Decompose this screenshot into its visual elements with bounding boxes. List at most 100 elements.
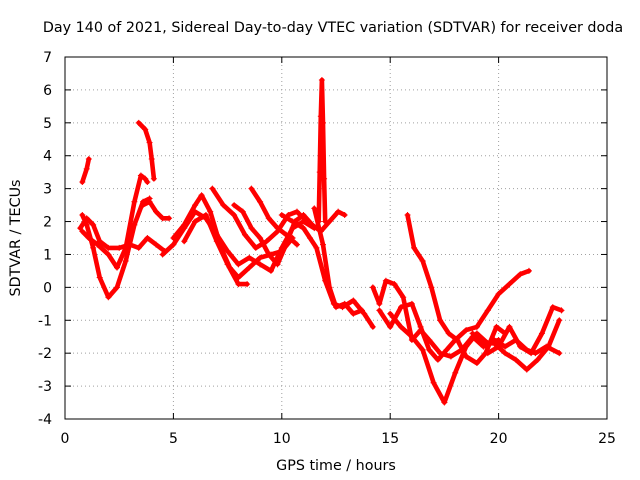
- data-point: [306, 235, 313, 241]
- data-point: [283, 241, 290, 248]
- data-point: [181, 238, 188, 245]
- data-point: [153, 241, 160, 248]
- data-point: [517, 271, 524, 278]
- data-point: [192, 218, 199, 225]
- series-arc-20: [469, 317, 563, 373]
- data-point: [502, 343, 509, 350]
- data-point: [79, 179, 86, 186]
- data-point: [257, 198, 264, 205]
- data-point: [437, 317, 444, 324]
- x-tick-label: 25: [598, 431, 616, 447]
- data-point: [517, 343, 524, 350]
- data-point: [441, 399, 448, 406]
- data-point: [495, 290, 502, 297]
- data-point: [265, 215, 272, 222]
- data-point: [170, 241, 177, 248]
- x-tick-label: 20: [490, 431, 508, 447]
- y-tick-label: 4: [43, 149, 52, 165]
- data-point: [426, 346, 433, 353]
- data-point: [350, 297, 357, 304]
- data-point: [146, 139, 153, 146]
- data-point: [484, 307, 491, 314]
- data-point: [387, 310, 394, 317]
- data-point: [85, 235, 92, 241]
- data-point: [114, 264, 121, 271]
- data-point: [293, 241, 300, 248]
- data-point: [202, 211, 209, 218]
- data-point: [473, 323, 480, 330]
- data-point: [315, 218, 322, 225]
- series-arc-6: [140, 198, 173, 222]
- series-trace: [249, 186, 300, 247]
- data-point: [493, 323, 500, 330]
- data-point: [512, 356, 519, 363]
- x-tick-labels: 0 5 10 15 20 25: [61, 431, 616, 447]
- data-point: [376, 307, 383, 314]
- data-point: [400, 294, 407, 301]
- data-point: [321, 175, 328, 182]
- chart-title: Day 140 of 2021, Sidereal Day-to-day VTE…: [43, 20, 623, 36]
- axis-ticks: [64, 56, 608, 420]
- data-point: [369, 323, 376, 330]
- data-point: [116, 244, 123, 251]
- data-point: [361, 310, 368, 317]
- data-point: [246, 254, 253, 261]
- x-tick-label: 0: [61, 431, 70, 447]
- data-point: [146, 198, 153, 205]
- data-point: [278, 211, 285, 218]
- data-point: [525, 267, 532, 274]
- data-point: [411, 244, 418, 251]
- data-point: [452, 369, 459, 376]
- x-tick-label: 10: [273, 431, 291, 447]
- series-arc-11: [231, 202, 348, 268]
- data-point: [289, 218, 296, 225]
- data-point: [144, 179, 151, 186]
- data-point: [319, 241, 326, 248]
- data-point: [376, 300, 383, 307]
- data-point: [83, 215, 90, 222]
- data-point: [96, 238, 103, 245]
- data-point: [369, 284, 376, 291]
- data-point: [235, 261, 242, 268]
- data-point: [382, 277, 389, 284]
- data-point: [192, 202, 199, 209]
- y-tick-labels: -4 -3 -2 -1 0 1 2 3 4 5 6 7: [38, 50, 52, 428]
- data-point: [224, 261, 231, 268]
- data-point: [257, 235, 264, 241]
- data-point: [209, 185, 216, 192]
- data-point: [443, 346, 450, 353]
- data-point: [293, 208, 300, 215]
- y-tick-label: -1: [38, 313, 52, 329]
- y-axis-label: SDTVAR / TECUs: [8, 180, 24, 297]
- series-trace: [80, 156, 92, 185]
- data-point: [159, 215, 166, 222]
- data-point: [241, 231, 248, 238]
- data-series: [77, 77, 565, 406]
- data-point: [454, 337, 461, 344]
- data-point: [333, 304, 339, 311]
- data-point: [114, 284, 121, 291]
- data-point: [545, 343, 552, 350]
- data-point: [248, 225, 255, 232]
- data-point: [122, 258, 129, 265]
- data-point: [170, 235, 177, 241]
- data-point: [534, 356, 541, 363]
- data-point: [311, 205, 318, 212]
- data-point: [506, 323, 513, 330]
- data-point: [244, 281, 251, 288]
- data-point: [198, 192, 205, 199]
- y-tick-label: -3: [38, 379, 52, 395]
- data-point: [558, 307, 565, 314]
- series-arc-9: [181, 211, 251, 288]
- data-point: [556, 317, 563, 324]
- series-trace: [316, 77, 328, 224]
- data-point: [148, 156, 155, 163]
- data-point: [387, 323, 394, 330]
- data-point: [480, 340, 487, 347]
- data-point: [495, 343, 502, 350]
- data-point: [322, 218, 329, 225]
- series-trace: [377, 268, 532, 363]
- data-point: [248, 185, 255, 192]
- data-point: [257, 261, 264, 268]
- data-point: [350, 310, 357, 317]
